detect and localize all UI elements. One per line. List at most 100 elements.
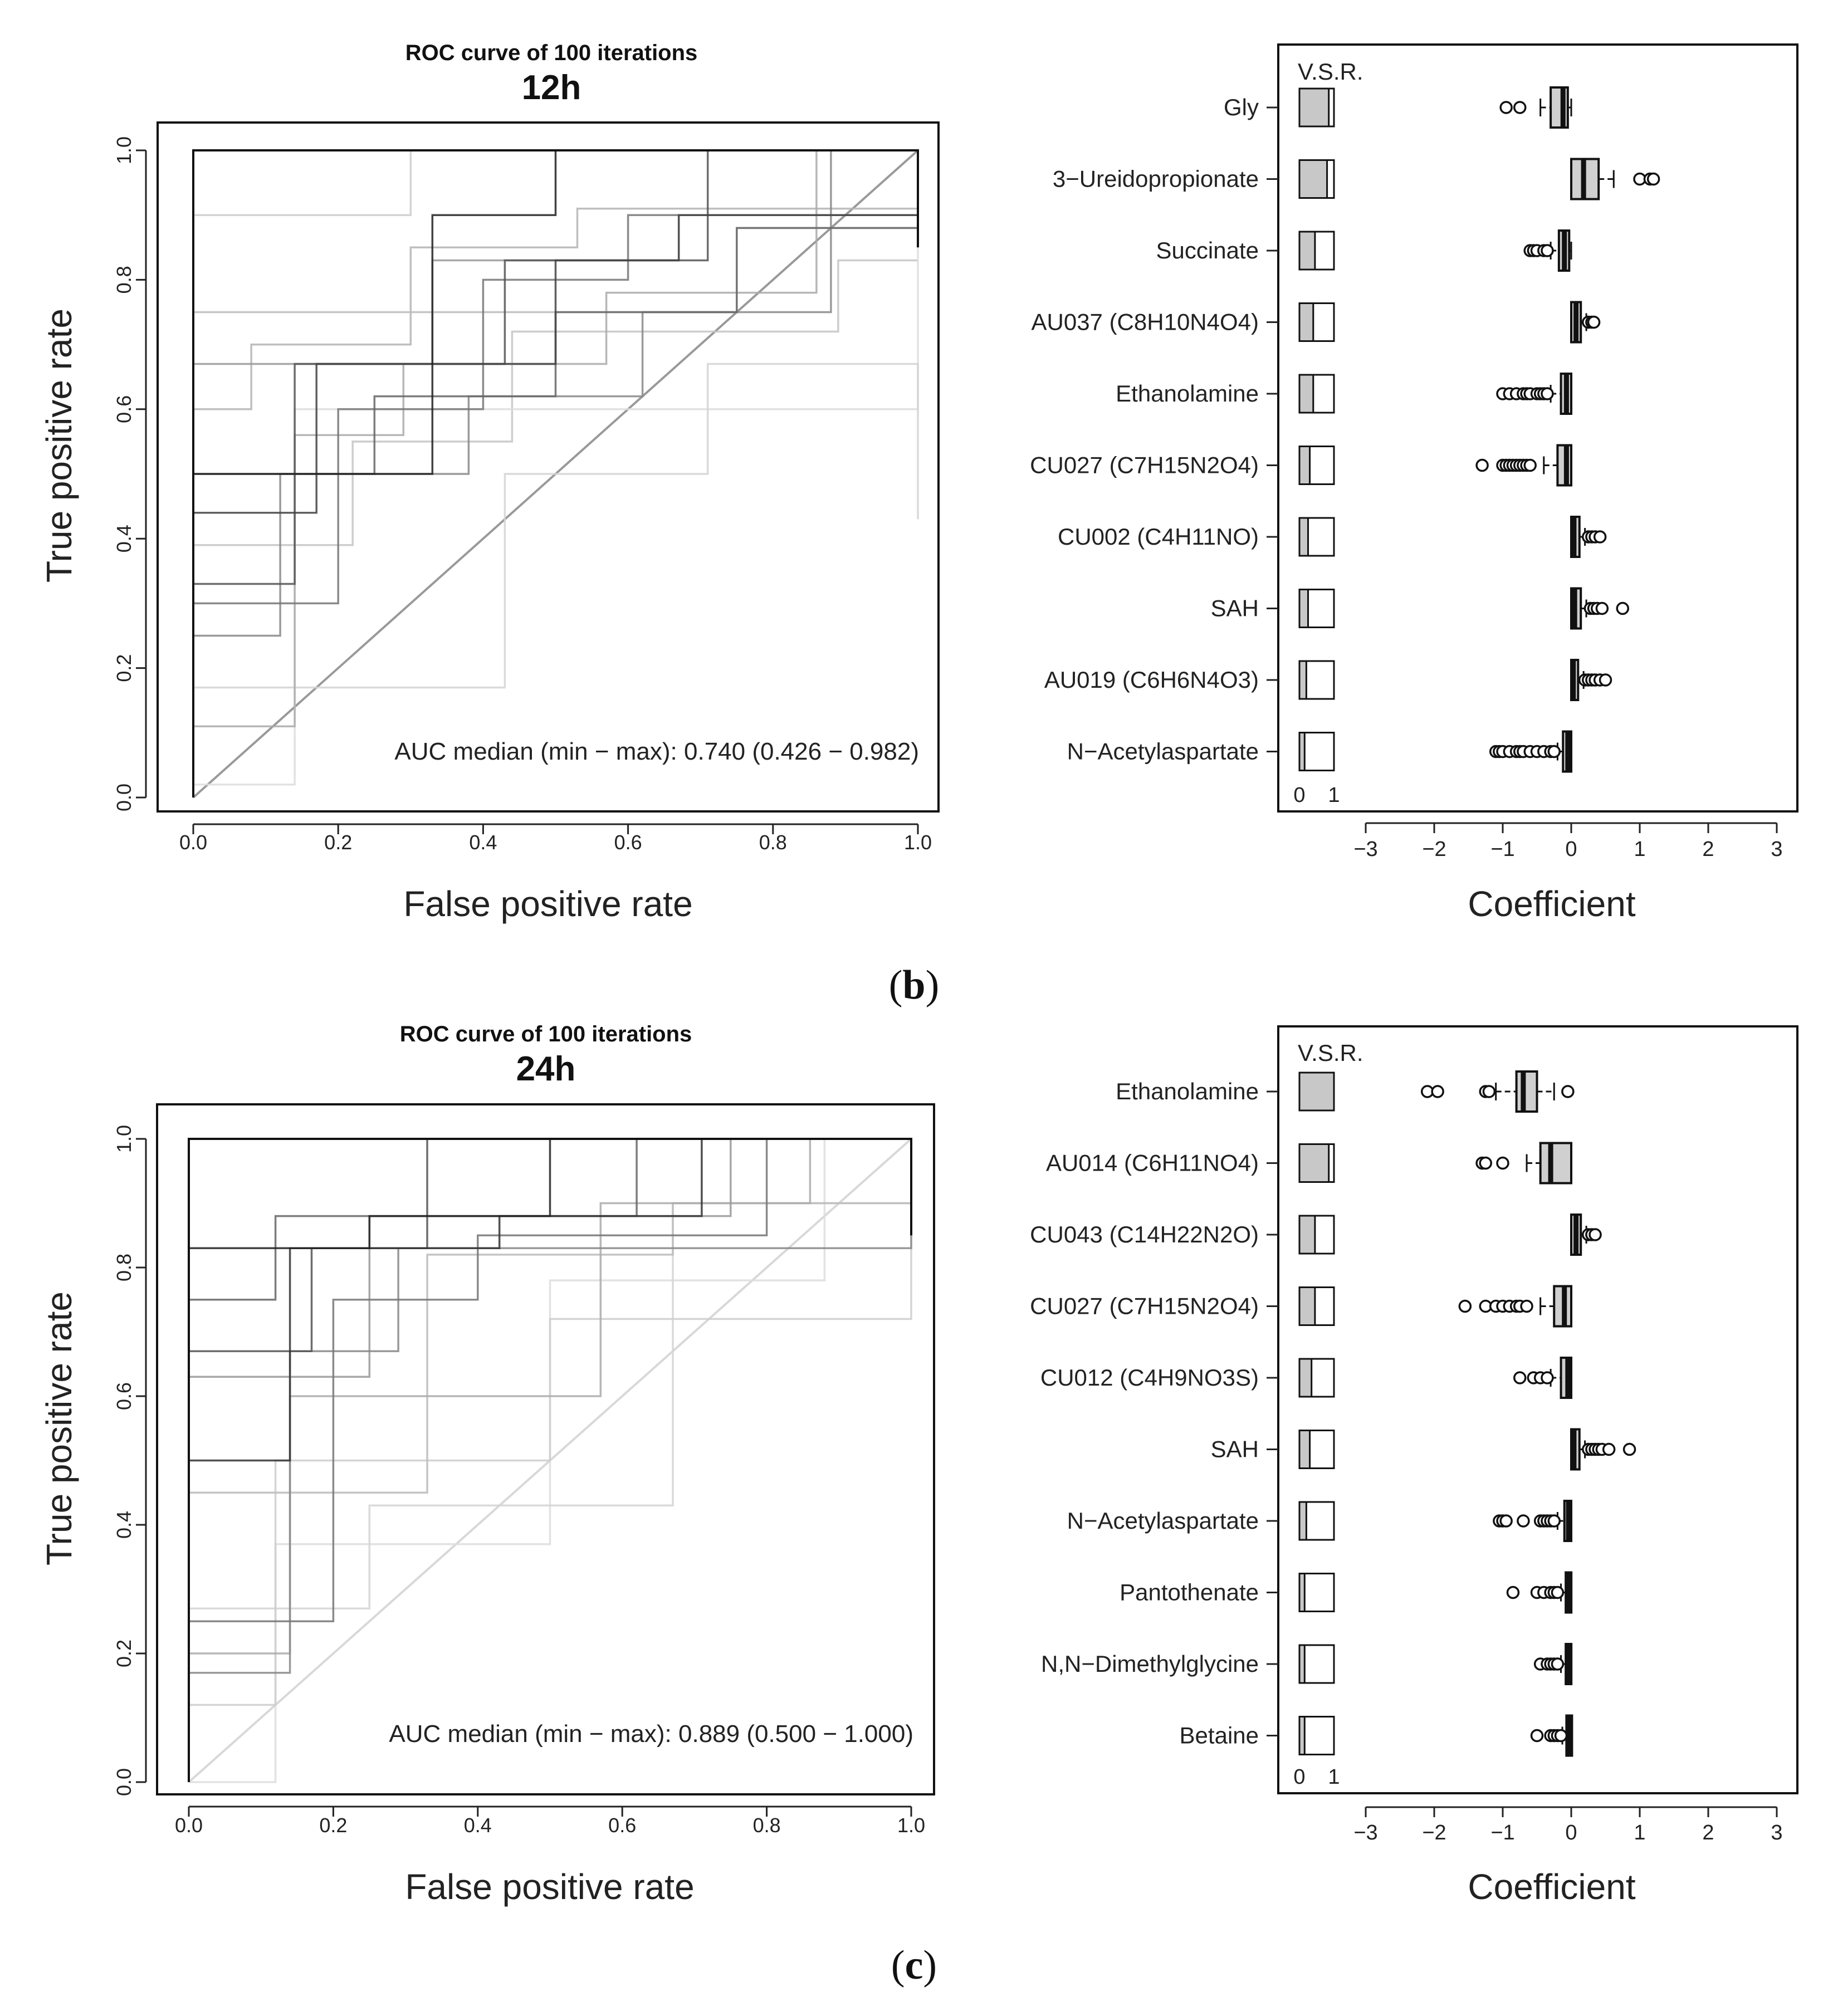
feature-label: Ethanolamine [1116, 1078, 1259, 1104]
vsr-fill-bar [1298, 1716, 1306, 1755]
panel-label-c-open: ( [891, 1942, 905, 1988]
roc-x-tick-label: 0.2 [324, 831, 352, 854]
roc-title-24h: ROC curve of 100 iterations [400, 1022, 692, 1046]
vsr-axis-0-24h: 0 [1293, 1765, 1305, 1789]
coef-x-tick-label: 3 [1771, 838, 1782, 861]
feature-label: Succinate [1156, 237, 1259, 263]
roc-curves-24h [188, 1138, 912, 1783]
roc-subtitle-24h: 24h [516, 1050, 576, 1088]
outlier-point [1588, 1228, 1602, 1241]
panel-label-b-open: ( [889, 962, 903, 1008]
vsr-axis-1-12h: 1 [1328, 784, 1340, 807]
roc-curve-iter-2 [192, 214, 918, 797]
coef-rows-12h: Gly 3−Ureidopropionate Succinate AU037 (C8H… [1030, 86, 1660, 773]
coef-x-tick-label: −1 [1490, 1821, 1514, 1844]
vsr-fill-bar [1298, 159, 1328, 199]
vsr-fill-bar [1298, 1215, 1316, 1255]
outlier-point [1547, 745, 1561, 759]
coef-x-tick-label: −2 [1422, 838, 1446, 861]
roc-x-tick-label: 1.0 [904, 831, 932, 854]
outlier-point [1530, 1729, 1544, 1743]
outlier-point [1520, 1299, 1533, 1313]
outlier-point [1595, 601, 1609, 615]
feature-label: AU037 (C8H10N4O4) [1031, 309, 1259, 335]
vsr-axis-0-12h: 0 [1293, 784, 1305, 807]
panel-label-b-close: ) [926, 962, 940, 1008]
roc-title-12h: ROC curve of 100 iterations [405, 41, 698, 65]
roc-curve-iter-8 [188, 1138, 911, 1782]
outlier-point [1541, 1371, 1554, 1384]
roc-y-tick-label: 0.0 [113, 784, 135, 811]
iqr-box [1515, 1070, 1538, 1113]
coef-x-tick-label: 0 [1565, 1821, 1577, 1844]
outlier-point [1616, 601, 1629, 615]
outlier-point [1554, 1729, 1568, 1743]
vsr-fill-bar [1298, 1358, 1313, 1398]
roc-auc-text-24h: AUC median (min − max): 0.889 (0.500 − 1… [389, 1720, 913, 1748]
vsr-fill-bar [1298, 1573, 1306, 1612]
coef-row: Gly [1224, 86, 1572, 129]
roc-curve-iter-5 [188, 1138, 911, 1782]
coef-row: Ethanolamine [1116, 1070, 1575, 1113]
coef-row: Ethanolamine [1116, 373, 1573, 415]
vsr-fill-bar [1298, 589, 1309, 628]
feature-label: CU002 (C4H11NO) [1058, 523, 1259, 550]
roc-x-tick-label: 0.6 [608, 1814, 636, 1837]
coef-xlabel-24h: Coefficient [1468, 1867, 1635, 1907]
vsr-fill-bar [1298, 1644, 1306, 1684]
coef-axis-ticks-24h: −3 −2 −1 0 1 2 3 [1353, 1806, 1783, 1844]
feature-label: Gly [1224, 94, 1259, 120]
vsr-fill-bar [1298, 1143, 1330, 1183]
feature-label: CU012 (C4H9NO3S) [1040, 1364, 1259, 1391]
roc-curve-iter-10 [188, 1139, 912, 1782]
outlier-point [1602, 1442, 1616, 1456]
roc-y-tick-label: 0.4 [113, 1511, 135, 1539]
panel-label-b-letter: b [902, 962, 925, 1008]
vsr-fill-bar [1298, 660, 1307, 700]
roc-y-tick-label: 0.4 [113, 525, 135, 552]
roc-curve-iter-14 [192, 207, 918, 797]
roc-curve-iter-4 [188, 1138, 911, 1782]
roc-y-tick-label: 0.2 [113, 654, 135, 682]
feature-label: Betaine [1180, 1723, 1259, 1749]
roc-ylabel-24h: True positive rate [39, 1291, 79, 1565]
vsr-fill-bar [1298, 517, 1309, 557]
outlier-point [1561, 1085, 1575, 1098]
roc-x-tick-label: 1.0 [897, 1814, 925, 1837]
roc-y-tick-label: 0.8 [113, 266, 135, 293]
panel-label-c-close: ) [923, 1942, 937, 1988]
outlier-point [1499, 1514, 1513, 1528]
outlier-point [1513, 101, 1527, 114]
outlier-point [1593, 530, 1607, 544]
outlier-point [1551, 1586, 1565, 1599]
vsr-fill-bar [1298, 1430, 1311, 1469]
coef-row: AU019 (C6H6N4O3) [1044, 659, 1612, 701]
roc-curve-iter-5 [192, 214, 918, 797]
panel-label-b: (b) [889, 962, 939, 1008]
roc-x-tick-label: 0.4 [469, 831, 497, 854]
roc-x-tick-label: 0.6 [614, 831, 642, 854]
roc-auc-text-12h: AUC median (min − max): 0.740 (0.426 − 0… [394, 738, 919, 765]
feature-label: CU027 (C7H15N2O4) [1030, 1293, 1259, 1319]
coef-row: Succinate [1156, 229, 1572, 272]
feature-label: N−Acetylaspartate [1067, 738, 1259, 765]
roc-axis-ticks-12h: 0.0 0.2 0.4 0.6 0.8 1.0 0.0 0.2 0.4 0.6 0.8 1.0 [113, 136, 932, 854]
roc-x-tick-label: 0.2 [319, 1814, 347, 1837]
feature-label: SAH [1211, 595, 1259, 622]
vsr-fill-bar [1298, 231, 1316, 271]
outlier-point [1513, 1371, 1527, 1384]
feature-label: Ethanolamine [1116, 380, 1259, 407]
vsr-fill-bar [1298, 1501, 1307, 1541]
roc-x-tick-label: 0.8 [753, 1814, 781, 1837]
outlier-point [1499, 101, 1513, 114]
roc-curve-iter-2 [188, 1138, 911, 1782]
iqr-box [1539, 1142, 1572, 1185]
coef-plot-frame-12h [1277, 43, 1798, 813]
coef-row: SAH [1211, 1428, 1636, 1471]
roc-subtitle-12h: 12h [522, 68, 581, 107]
roc-curves-12h [192, 149, 919, 799]
outlier-point [1475, 458, 1489, 472]
coef-x-tick-label: −2 [1422, 1821, 1446, 1844]
coef-xlabel-12h: Coefficient [1468, 884, 1635, 924]
roc-x-tick-label: 0.0 [179, 831, 207, 854]
